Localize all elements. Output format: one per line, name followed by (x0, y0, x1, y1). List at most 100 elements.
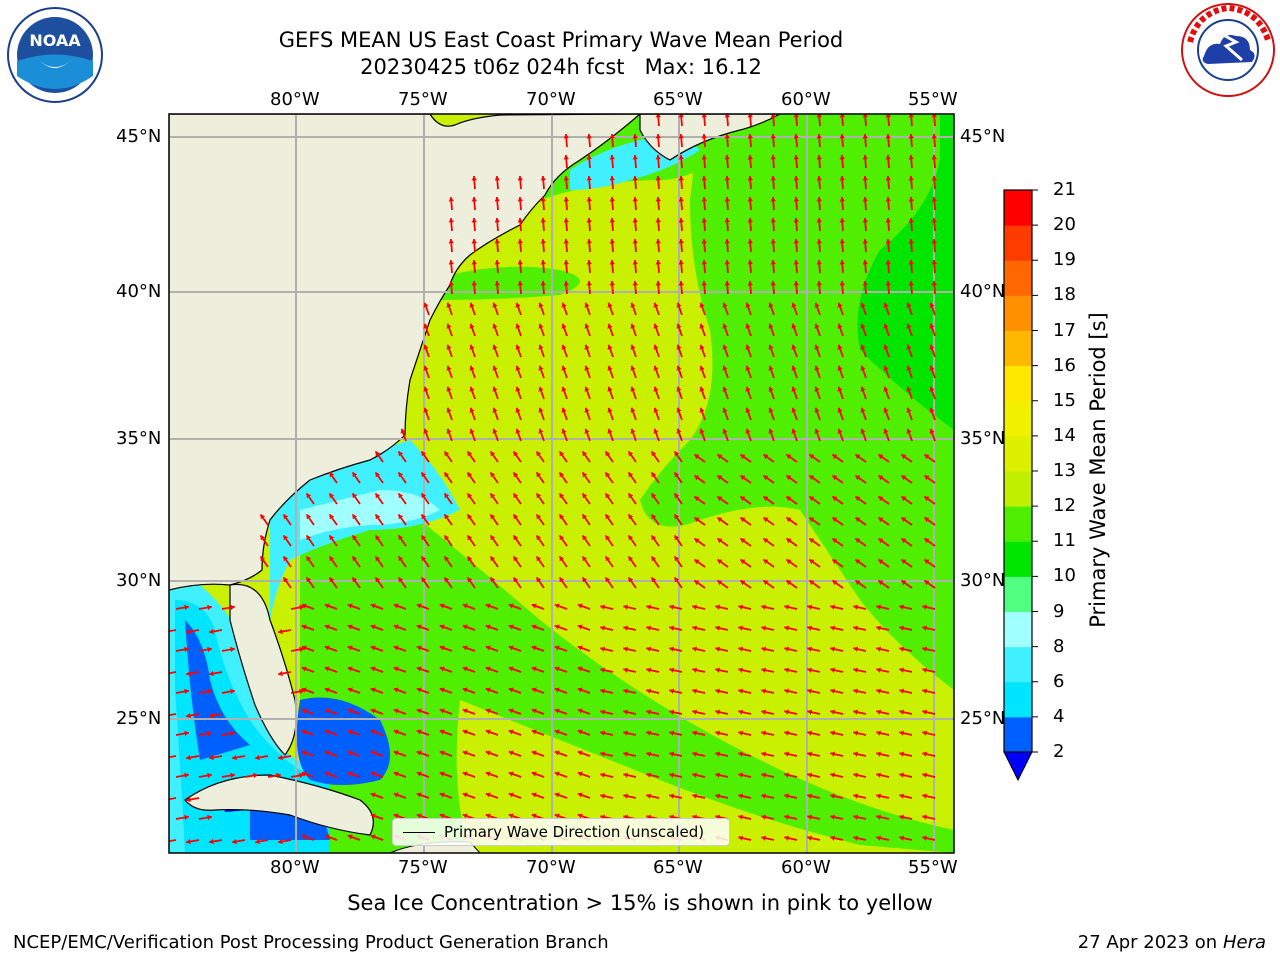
wave-arrow-head (832, 454, 838, 460)
wave-arrow-head (448, 218, 454, 223)
wave-arrow-head (724, 197, 730, 202)
wave-arrow-head (747, 176, 753, 181)
wave-arrow-head (745, 386, 751, 392)
wave-arrow-head (513, 514, 519, 520)
wave-arrow-head (793, 197, 799, 202)
lat-label-right: 25°N (960, 708, 1006, 729)
wave-arrow-head (485, 771, 491, 777)
wave-arrow-head (538, 407, 544, 413)
colorbar-segment (1004, 681, 1032, 718)
wave-arrow-head (515, 428, 521, 434)
wave-arrow-head (582, 535, 588, 541)
wave-arrow-head (563, 155, 569, 160)
wave-arrow-head (283, 514, 289, 520)
wave-arrow-head (651, 535, 657, 541)
wave-arrow-head (467, 451, 473, 457)
wave-arrow-head (883, 302, 889, 308)
wave-arrow-head (508, 708, 514, 714)
wave-arrow-head (416, 771, 422, 777)
wave-arrow-head (878, 517, 884, 523)
wave-arrow-head (715, 751, 720, 757)
wave-arrow-head (439, 771, 445, 777)
wave-arrow-head (738, 772, 743, 778)
wave-arrow-head (301, 708, 307, 714)
wave-arrow-head (784, 793, 789, 799)
wave-arrow-head (906, 428, 912, 434)
wave-arrow-head (883, 407, 889, 413)
wave-arrow-head (878, 496, 884, 502)
wave-arrow-head (347, 708, 353, 714)
wave-arrow-head (623, 751, 628, 757)
wave-arrow-head (655, 176, 661, 181)
wave-arrow-head (883, 428, 889, 434)
wave-arrow-head (306, 493, 312, 499)
wave-arrow-head (724, 281, 730, 286)
wave-arrow-head (324, 750, 330, 756)
wave-arrow-head (699, 323, 705, 329)
wave-arrow-head (878, 559, 884, 565)
wave-arrow-head (609, 134, 615, 139)
wave-arrow-head (471, 260, 477, 265)
wave-arrow-head (830, 625, 835, 631)
wave-arrow-head (674, 514, 680, 520)
wave-arrow-head (908, 134, 914, 139)
wave-arrow-head (862, 281, 868, 286)
colorbar-tick-label: 16 (1053, 354, 1076, 376)
wave-arrow-head (605, 493, 611, 499)
wave-arrow-head (860, 344, 866, 350)
map-legend: Primary Wave Direction (unscaled) (392, 818, 730, 846)
wave-arrow-head (209, 754, 214, 761)
wave-arrow-head (768, 386, 774, 392)
wave-arrow-head (929, 407, 935, 413)
wave-arrow-head (439, 792, 445, 798)
lon-label-bottom: 80°W (270, 857, 320, 878)
wave-arrow-head (715, 625, 720, 631)
wave-arrow-head (761, 730, 766, 736)
colorbar-tick-label: 17 (1053, 319, 1076, 341)
wave-arrow-head (561, 365, 567, 371)
wave-arrow-head (763, 496, 769, 502)
wave-arrow-head (421, 493, 427, 499)
wave-arrow-head (678, 176, 684, 181)
lon-label-top: 80°W (270, 89, 320, 110)
wave-arrow-head (324, 708, 330, 714)
wave-arrow-head (600, 667, 605, 673)
wave-arrow-head (699, 365, 705, 371)
wave-arrow-head (784, 772, 789, 778)
wave-arrow-head (375, 451, 381, 457)
wave-arrow-head (692, 604, 697, 610)
wave-arrow-head (761, 835, 766, 841)
wave-arrow-head (830, 751, 835, 757)
wave-arrow-head (832, 475, 838, 481)
land-cuba (184, 774, 374, 836)
wave-arrow-head (471, 197, 477, 202)
colorbar-tick-label: 20 (1053, 214, 1076, 236)
wave-arrow-head (536, 535, 542, 541)
lon-label-top: 65°W (653, 89, 703, 110)
wave-arrow-head (471, 281, 477, 286)
wave-arrow-head (761, 625, 766, 631)
wave-arrow-head (184, 814, 189, 821)
wave-arrow-head (600, 625, 605, 631)
wave-arrow-head (830, 604, 835, 610)
wave-arrow-head (623, 709, 628, 715)
wave-arrow-head (370, 834, 376, 840)
wave-arrow-head (393, 792, 399, 798)
wave-arrow-head (694, 517, 700, 523)
wave-arrow-head (230, 646, 235, 653)
wave-arrow-head (784, 709, 789, 715)
sea-ice-note: Sea Ice Concentration > 15% is shown in … (347, 891, 933, 915)
wave-arrow-head (929, 365, 935, 371)
wave-arrow-head (862, 239, 868, 244)
wave-arrow-head (837, 302, 843, 308)
wave-arrow-head (699, 302, 705, 308)
wave-arrow-head (692, 751, 697, 757)
lat-label-right: 30°N (960, 570, 1006, 591)
chart-subtitle: 20230425 t06z 024h fcst Max: 16.12 (360, 55, 762, 79)
wave-arrow-head (674, 577, 680, 583)
wave-arrow-head (669, 688, 674, 694)
wave-arrow-head (784, 667, 789, 673)
wave-arrow-head (306, 535, 312, 541)
wave-arrow-head (623, 667, 628, 673)
wave-arrow-head (577, 645, 583, 651)
